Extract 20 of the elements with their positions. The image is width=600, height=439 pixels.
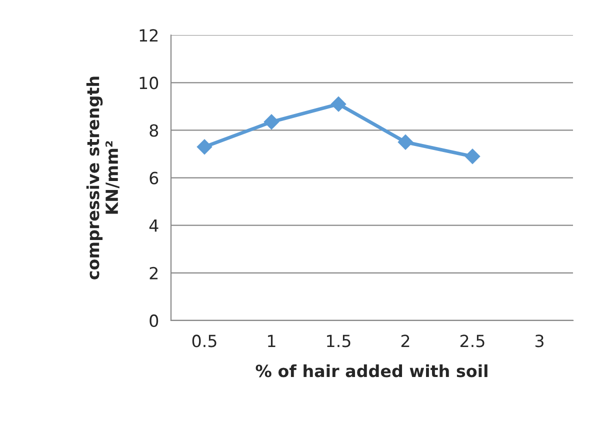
x-tick-label: 1.5: [327, 334, 350, 348]
x-tick-label: 2.5: [460, 334, 484, 348]
y-tick-label: 4: [149, 220, 158, 232]
x-tick-label: 0.5: [192, 334, 216, 348]
x-axis-title: % of hair added with soil: [256, 364, 488, 378]
y-tick-label: 6: [150, 172, 158, 184]
point: [330, 96, 346, 112]
point: [398, 134, 414, 150]
y-tick-label: 8: [150, 124, 158, 137]
y-tick-label: 2: [150, 266, 158, 280]
y-tick-label: 10: [140, 76, 158, 90]
point: [264, 114, 280, 130]
x-tick-label: 3: [535, 334, 544, 348]
y-tick-label: 12: [140, 29, 158, 42]
y-axis-title: compressive strength KN/mm²: [86, 76, 120, 280]
y-tick-label: 0: [150, 314, 158, 328]
x-tick-label: 2: [401, 334, 410, 348]
x-tick-label: 1: [268, 334, 276, 348]
point: [464, 148, 480, 164]
point: [196, 139, 212, 154]
